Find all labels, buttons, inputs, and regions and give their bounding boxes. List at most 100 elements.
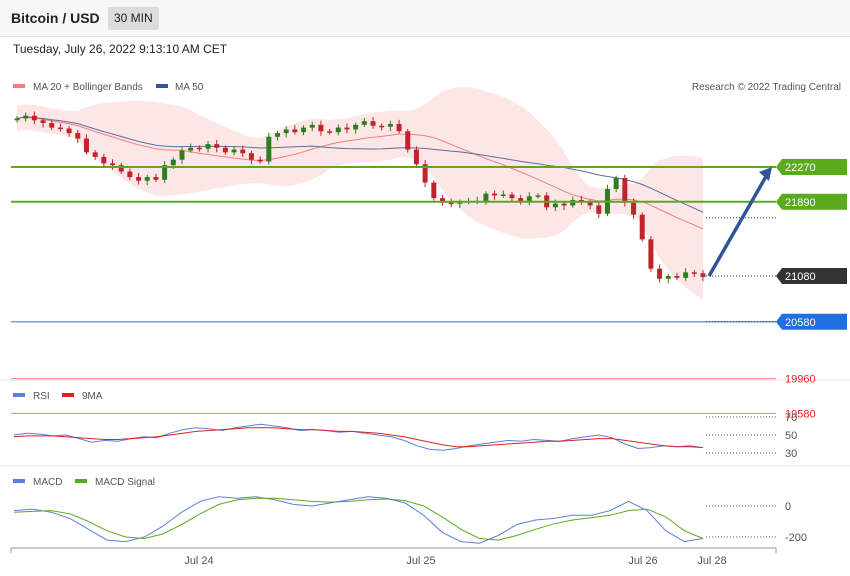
legend-ma20: MA 20 + Bollinger Bands [33,82,143,93]
level-label-21080: 21080 [785,271,816,283]
candle-body [327,131,333,133]
candle-body [49,123,55,128]
candle-body [492,193,498,196]
candle-body [57,127,63,130]
candle-body [144,177,150,181]
candle-body [101,156,107,164]
rsi-level-70: 70 [785,412,797,424]
candle-body [526,196,532,201]
candle-body [691,272,697,274]
rsi-level-50: 50 [785,430,797,442]
level-label-21890: 21890 [785,197,816,209]
candle-body [631,202,637,215]
credit-text: Research © 2022 Trading Central [692,82,841,93]
candle-body [231,149,237,153]
candle-body [309,124,315,128]
candle-body [14,118,20,121]
candle-body [31,115,37,121]
legend-swatch-ma50 [156,84,168,88]
level-label-20580: 20580 [785,317,816,329]
level-label-tag [776,268,847,285]
candle-body [657,268,663,279]
level-label-tag [776,193,847,210]
level-label-tag [776,159,847,175]
candle-body [379,125,385,128]
candle-body [162,165,168,180]
candle-body [439,198,445,203]
rsi-ma-line [13,427,704,449]
candle-body [188,147,194,151]
ma20-line [16,116,704,230]
legend-swatch-ma20 [13,84,25,88]
candle-body [639,214,645,240]
candle-body [648,239,654,269]
candle-body [248,153,254,160]
candle-body [561,203,567,206]
legend-macd: MACD [33,477,62,488]
candle-body [153,177,159,180]
candle-body [257,159,263,162]
candle-body [370,121,376,126]
bollinger-band-fill [17,87,703,300]
candle-body [275,133,281,137]
candle-body [396,123,402,132]
candle-body [318,124,324,132]
timeframe-badge[interactable]: 30 MIN [108,7,159,30]
candle-body [674,276,680,278]
candle-body [422,164,428,183]
ma50-line [16,116,704,213]
candle-body [509,194,515,199]
legend-swatch-rsi-ma [62,393,74,397]
projection-arrow [707,167,772,277]
legend-swatch-macd [13,479,25,483]
candlestick-series [14,111,706,284]
candle-body [431,182,437,199]
candle-body [83,138,89,153]
candle-body [283,129,289,134]
candle-body [222,147,228,153]
candle-body [179,150,185,160]
macd-level-0: 0 [785,501,791,513]
macd-panel: 0 -200 [13,496,807,544]
candle-body [683,272,689,278]
moving-averages [16,116,704,230]
candle-body [292,129,298,133]
projection-shaft [707,172,770,277]
candle-body [413,149,419,165]
candle-body [613,177,619,189]
candle-body [596,205,602,214]
level-label-tag [776,313,847,330]
candle-body [483,193,489,201]
candle-body [344,127,350,130]
timestamp: Tuesday, July 26, 2022 9:13:10 AM CET [13,42,228,56]
candle-body [535,195,541,197]
candle-body [110,163,116,166]
level-label-19960: 19960 [785,374,816,386]
candle-body [170,159,176,166]
legend-ma50: MA 50 [175,82,204,93]
candle-body [92,152,98,157]
candle-body [518,198,524,201]
x-tick-jul26: Jul 26 [628,555,657,567]
candle-body [387,123,393,127]
rsi-level-30: 30 [785,448,797,460]
candle-body [240,149,246,154]
projection-arrowhead [759,167,772,181]
level-label-19580: 19580 [785,408,816,420]
candle-body [136,177,142,181]
candle-body [552,203,558,208]
legend-rsi: RSI [33,391,50,402]
x-tick-jul25: Jul 25 [406,555,435,567]
legend-macd-signal: MACD Signal [95,477,155,488]
legend-rsi-ma: 9MA [82,391,103,402]
macd-level--200: -200 [785,532,807,544]
header-bar: Bitcoin / USD 30 MIN [0,0,850,37]
candle-body [361,121,367,125]
candle-body [118,165,124,172]
candle-body [622,177,628,203]
candle-body [127,171,133,178]
candle-body [335,127,341,133]
rsi-line [13,423,704,451]
bollinger-band-area [17,87,703,300]
